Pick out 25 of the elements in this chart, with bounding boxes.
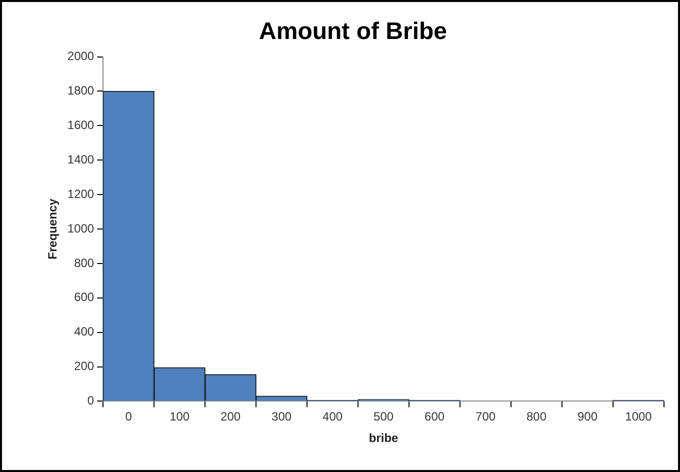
y-tick-label: 600 bbox=[74, 290, 94, 304]
x-tick-label: 700 bbox=[476, 410, 496, 424]
chart-title: Amount of Bribe bbox=[259, 18, 447, 46]
x-tick-label: 600 bbox=[424, 410, 445, 424]
y-tick-label: 1800 bbox=[67, 84, 94, 98]
y-tick-label: 200 bbox=[74, 359, 94, 374]
x-tick-label: 900 bbox=[577, 410, 598, 424]
y-tick-label: 1200 bbox=[67, 186, 94, 201]
x-tick-label: 200 bbox=[220, 410, 241, 424]
x-axis-title: bribe bbox=[368, 431, 399, 446]
x-tick-label: 800 bbox=[526, 410, 547, 424]
y-tick-label: 1000 bbox=[67, 221, 94, 236]
y-tick-label: 0 bbox=[87, 394, 94, 408]
x-tick-label: 0 bbox=[125, 410, 132, 424]
x-tick-label: 400 bbox=[322, 410, 343, 424]
y-tick-label: 400 bbox=[74, 324, 94, 339]
y-axis-title: Frequency bbox=[46, 198, 60, 260]
y-tick-label: 1600 bbox=[67, 118, 94, 132]
x-tick-label: 1000 bbox=[625, 410, 652, 424]
x-tick-label: 300 bbox=[272, 410, 292, 424]
y-tick-label: 800 bbox=[74, 256, 94, 270]
x-tick-label: 500 bbox=[374, 410, 394, 424]
y-tick-label: 1400 bbox=[67, 152, 94, 166]
x-tick-label: 100 bbox=[170, 410, 190, 424]
y-tick-label: 2000 bbox=[67, 49, 94, 64]
